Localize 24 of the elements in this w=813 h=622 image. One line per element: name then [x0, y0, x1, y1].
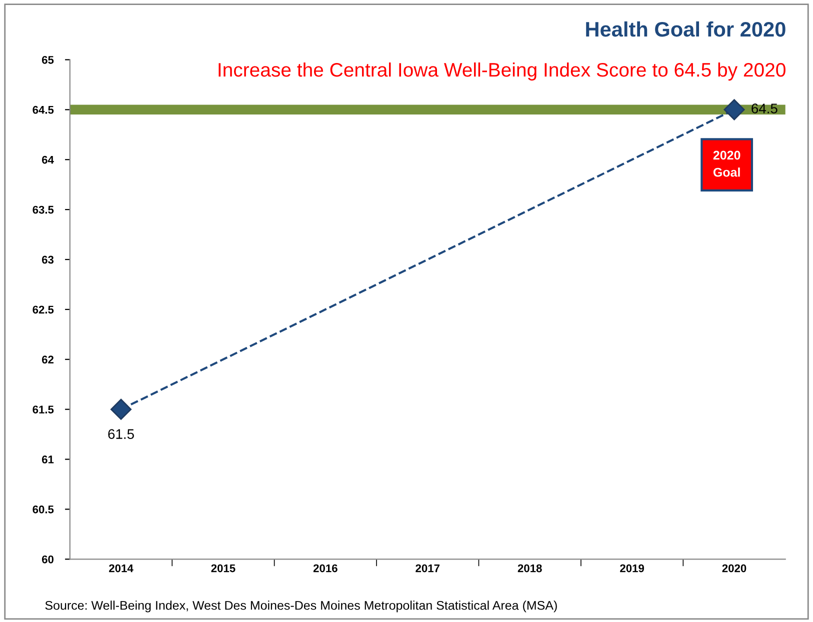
x-tick-label: 2020 — [722, 564, 746, 572]
y-tick-label: 64 — [42, 156, 54, 164]
source-note: Source: Well-Being Index, West Des Moines-Des Moines Metropolitan Statistical Area (MSA) — [45, 600, 557, 612]
chart-title: Health Goal for 2020 — [586, 21, 786, 37]
y-tick-label: 61.5 — [32, 406, 54, 414]
y-tick-label: 64.5 — [32, 106, 54, 114]
y-tick-label: 65 — [42, 56, 54, 64]
chart-subtitle: Increase the Central Iowa Well-Being Index Score to 64.5 by 2020 — [218, 62, 786, 81]
y-tick-label: 61 — [42, 456, 54, 464]
y-tick-label: 60 — [42, 555, 54, 564]
x-tick-label: 2017 — [416, 564, 440, 572]
x-tick-label: 2016 — [313, 564, 338, 572]
data-label: 64.5 — [752, 104, 778, 114]
y-tick-label: 62 — [42, 356, 54, 364]
y-tick-label: 63 — [42, 256, 54, 264]
y-tick-label: 60.5 — [32, 506, 54, 514]
x-tick-label: 2014 — [109, 564, 134, 572]
y-tick-label: 63.5 — [32, 206, 54, 214]
x-tick-label: 2018 — [518, 564, 542, 572]
annotation: 2020 Goal — [713, 150, 740, 177]
data-label: 61.5 — [108, 429, 134, 439]
x-tick-label: 2019 — [620, 564, 644, 572]
x-tick-label: 2015 — [211, 564, 236, 572]
y-tick-label: 62.5 — [32, 306, 54, 314]
